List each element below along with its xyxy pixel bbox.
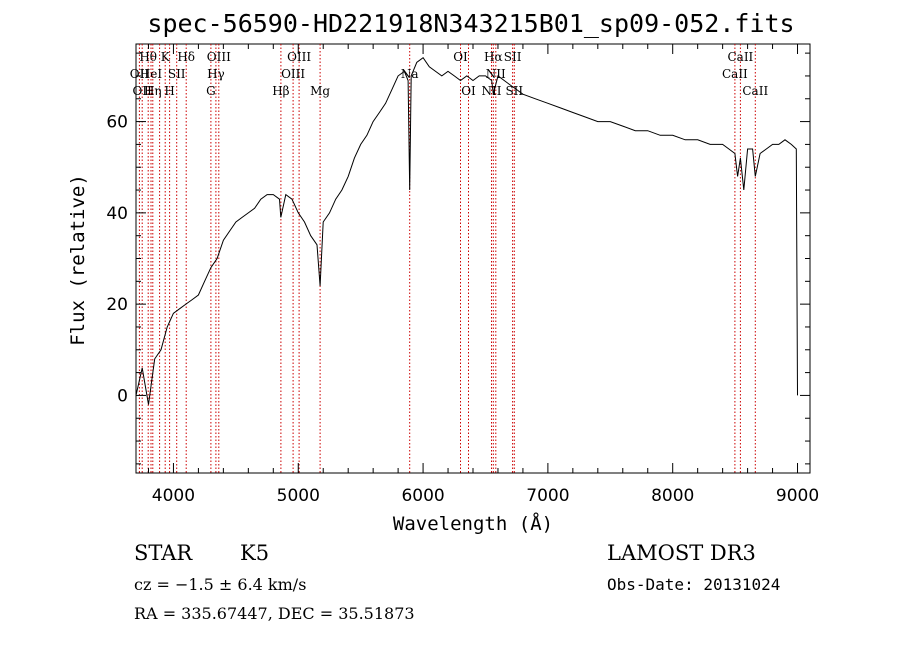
survey-label: LAMOST DR3 xyxy=(607,541,756,565)
x-tick-label: 7000 xyxy=(526,486,569,506)
coords-label: RA = 335.67447, DEC = 35.51873 xyxy=(134,604,415,623)
line-marker-label: OI xyxy=(461,84,476,98)
chart-title: spec-56590-HD221918N343215B01_sp09-052.f… xyxy=(147,9,794,38)
line-marker-label: Hα xyxy=(484,50,503,64)
obs-date-label: Obs-Date: 20131024 xyxy=(607,575,780,594)
line-marker-label: CaII xyxy=(742,84,768,98)
line-marker-label: SII xyxy=(505,84,523,98)
y-tick-label: 60 xyxy=(106,113,128,133)
spectrum-series-line xyxy=(135,56,798,405)
line-marker-label: SII xyxy=(504,50,522,64)
line-marker-label: OII xyxy=(130,67,150,81)
y-tick-label: 40 xyxy=(106,204,128,224)
cz-label: cz = −1.5 ± 6.4 km/s xyxy=(134,575,306,594)
plot-frame xyxy=(135,43,811,474)
line-marker-label: Hθ xyxy=(139,50,157,64)
line-marker-label: OI xyxy=(453,50,468,64)
line-marker-label: OIII xyxy=(207,50,231,64)
x-tick-label: 9000 xyxy=(776,486,819,506)
subclass-label: K5 xyxy=(240,541,269,565)
x-tick-label: 8000 xyxy=(651,486,694,506)
line-marker-label: OIII xyxy=(287,50,311,64)
line-marker-label: Na xyxy=(401,67,419,81)
line-marker-label: H xyxy=(164,84,174,98)
line-marker-label: CaII xyxy=(727,50,753,64)
line-marker-labels: OII OII Hθ HeI Hη K H SII Hδ G Hγ OIII Hβ OIII OIII Mg N… xyxy=(130,50,769,98)
line-marker-label: G xyxy=(206,84,216,98)
line-marker-label: Hγ xyxy=(207,67,225,81)
y-tick-label: 20 xyxy=(106,295,128,315)
line-marker-label: Mg xyxy=(310,84,330,98)
line-marker-label: HeI xyxy=(140,67,163,81)
line-markers xyxy=(138,44,756,473)
line-marker-label: SII xyxy=(168,67,186,81)
y-tick-label: 0 xyxy=(117,386,128,406)
x-axis-label: Wavelength (Å) xyxy=(393,512,553,535)
x-tick-label: 6000 xyxy=(401,486,444,506)
line-marker-label: Hδ xyxy=(177,50,195,64)
y-axis-label: Flux (relative) xyxy=(67,174,89,346)
line-marker-label: K xyxy=(161,50,171,64)
line-marker-label: CaII xyxy=(722,67,748,81)
line-marker-label: OII xyxy=(133,84,153,98)
line-marker-label: Hη xyxy=(144,84,162,98)
class-label: STAR xyxy=(134,541,193,565)
x-axis-ticks: 4000 5000 6000 7000 8000 9000 xyxy=(147,44,819,506)
line-marker-label: NII xyxy=(482,84,502,98)
y-axis-ticks: 0 20 40 60 xyxy=(106,52,810,465)
x-tick-label: 5000 xyxy=(277,486,320,506)
x-tick-label: 4000 xyxy=(152,486,195,506)
line-marker-label: Hβ xyxy=(272,84,289,98)
line-marker-label: OIII xyxy=(281,67,305,81)
